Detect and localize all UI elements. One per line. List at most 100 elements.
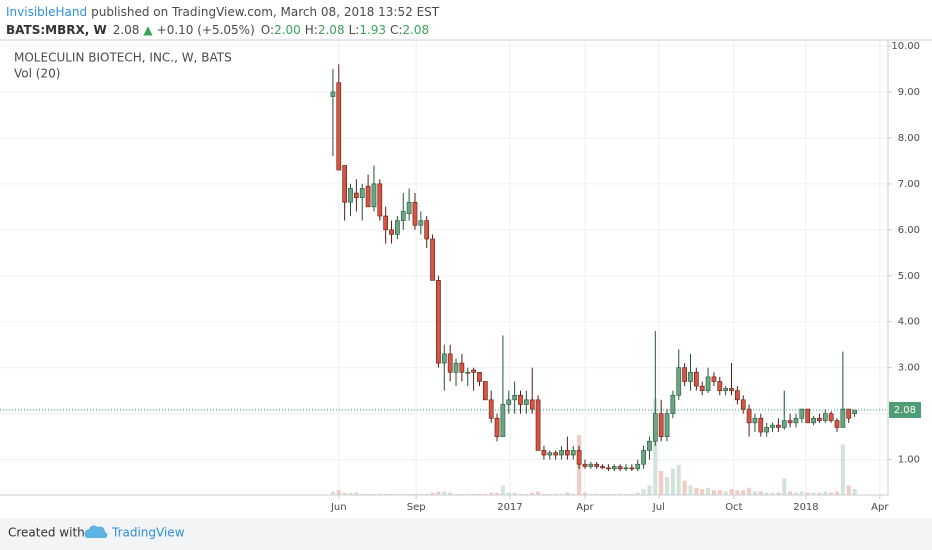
volume-bar [377, 493, 382, 495]
candle-body [688, 371, 693, 382]
volume-bar [834, 491, 840, 495]
volume-bar [366, 493, 371, 495]
volume-bar [723, 491, 728, 495]
last-price-label: 2.08 [894, 405, 916, 416]
candle-body [436, 280, 441, 364]
candle-body [406, 201, 412, 215]
volume-bar [506, 492, 511, 495]
y-tick-label: 3.00 [898, 363, 920, 374]
volume-bar [559, 493, 564, 495]
volume-bar [442, 491, 447, 495]
candle-body [594, 463, 600, 467]
volume-bar [588, 493, 593, 495]
candle-body [447, 353, 453, 373]
candle-body [717, 381, 723, 391]
volume-bar [788, 491, 793, 495]
footer-brand[interactable]: TradingView [111, 526, 185, 540]
volume-bar [371, 493, 377, 495]
candle-body [465, 371, 471, 374]
y-tick-label: 8.00 [898, 133, 920, 144]
candle-body [658, 413, 664, 437]
volume-bar [471, 493, 476, 495]
change: +0.10 (+5.05%) [157, 23, 255, 37]
volume-bar [752, 491, 757, 495]
plot: 1.002.003.004.005.006.007.008.009.0010.0… [0, 40, 920, 513]
candle-body [565, 450, 570, 456]
x-tick-label: Oct [725, 502, 742, 513]
candle-body [348, 188, 353, 203]
y-tick-label: 10.00 [891, 41, 920, 52]
candle-body [770, 424, 775, 428]
author[interactable]: InvisibleHand [6, 5, 87, 19]
volume-bar [360, 493, 365, 495]
volume-bar [424, 493, 429, 495]
volume-bar [782, 478, 787, 495]
candle-body [822, 413, 828, 421]
volume-bar [536, 491, 541, 495]
volume-bar [606, 493, 611, 495]
volume-bar [735, 490, 740, 495]
candle-body [377, 183, 383, 217]
volume-bar [623, 493, 629, 495]
candle-body [336, 82, 342, 171]
candle-body [693, 371, 699, 387]
candle-body [664, 413, 670, 437]
volume-bar [747, 487, 752, 495]
volume-bar [706, 487, 711, 495]
candle-body [652, 413, 658, 442]
candle-body [553, 452, 559, 456]
candle-body [764, 427, 770, 433]
candle-body [793, 417, 799, 424]
candle-body [535, 399, 541, 451]
volume-bar [764, 492, 769, 495]
volume-bar [489, 492, 494, 495]
candle-body [817, 417, 822, 421]
volume-bar [676, 465, 681, 495]
volume-bar [453, 493, 459, 495]
candle-body [828, 413, 834, 421]
volume-bar [571, 493, 576, 495]
candle-body [852, 409, 857, 414]
volume-bar [758, 491, 763, 495]
l: 1.93 [359, 23, 386, 37]
volume-bar [336, 490, 341, 495]
volume-bar [524, 493, 529, 495]
volume-bar [629, 493, 634, 495]
candle-body [541, 450, 547, 456]
volume-bar [829, 492, 834, 495]
volume-bar [553, 493, 558, 495]
candle-body [412, 201, 418, 226]
volume-bar [348, 492, 353, 495]
published: published on TradingView.com, March 08, … [91, 5, 440, 19]
volume-bar [729, 489, 734, 495]
symbol: BATS:MBRX, W [6, 23, 107, 37]
c: 2.08 [402, 23, 429, 37]
candle-body [400, 211, 406, 221]
volume-bar [407, 493, 412, 495]
volume-bar [530, 492, 535, 495]
volume-label: Vol (20) [14, 67, 60, 81]
y-tick-label: 1.00 [898, 455, 920, 466]
footer-created: Created with [8, 526, 85, 540]
volume-bar [688, 485, 693, 495]
candle-body [740, 399, 746, 410]
volume-bar [354, 492, 359, 495]
candle-body [606, 467, 611, 470]
candle-body [359, 188, 365, 198]
candle-body [787, 420, 793, 424]
candle-body [635, 463, 641, 470]
o: 2.00 [274, 23, 301, 37]
candle-body [746, 408, 752, 424]
candle-body [559, 450, 564, 456]
volume-bar [717, 490, 722, 495]
volume-bar [418, 493, 423, 495]
candle-body [330, 91, 336, 97]
candle-body [711, 376, 717, 382]
candle-body [395, 220, 400, 235]
volume-bar [459, 493, 464, 495]
volume-bar [430, 492, 435, 495]
candle-body [846, 408, 852, 419]
candle-body [424, 220, 430, 240]
candle-body [611, 466, 617, 470]
